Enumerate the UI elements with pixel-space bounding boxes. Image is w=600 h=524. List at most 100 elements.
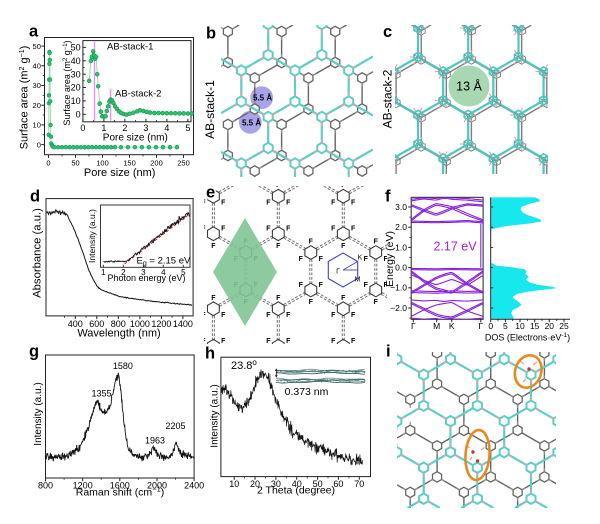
svg-text:Γ: Γ [336, 269, 340, 276]
svg-text:3.0: 3.0 [395, 202, 407, 212]
svg-text:25: 25 [559, 321, 569, 331]
svg-text:15: 15 [530, 321, 540, 331]
svg-text:30: 30 [71, 69, 81, 79]
svg-text:F: F [319, 282, 324, 289]
svg-text:150: 150 [123, 159, 136, 168]
svg-text:F: F [299, 181, 304, 188]
svg-text:50: 50 [313, 479, 323, 489]
svg-text:F: F [351, 226, 356, 233]
svg-text:1400: 1400 [173, 319, 193, 329]
svg-text:5.5 Å: 5.5 Å [242, 118, 261, 127]
svg-text:F: F [351, 338, 356, 345]
svg-text:F: F [384, 181, 389, 188]
svg-text:0: 0 [80, 123, 85, 133]
svg-text:1200: 1200 [73, 480, 93, 490]
svg-text:2: 2 [122, 123, 127, 133]
svg-text:AB-stack-2: AB-stack-2 [381, 69, 395, 128]
svg-text:F: F [266, 338, 271, 345]
svg-text:0: 0 [37, 140, 41, 149]
svg-text:F: F [201, 338, 206, 345]
svg-text:F: F [221, 312, 226, 319]
svg-text:F: F [309, 299, 314, 306]
svg-text:F: F [266, 200, 271, 207]
svg-text:2400: 2400 [184, 480, 204, 490]
svg-text:10: 10 [515, 321, 525, 331]
svg-text:2.0: 2.0 [395, 222, 407, 232]
svg-text:10: 10 [229, 479, 239, 489]
svg-text:400: 400 [68, 319, 83, 329]
svg-text:F: F [309, 239, 314, 246]
svg-text:F: F [286, 200, 291, 207]
svg-text:Γ: Γ [478, 321, 483, 331]
svg-text:F: F [364, 256, 369, 263]
svg-text:70: 70 [354, 479, 364, 489]
svg-text:F: F [331, 312, 336, 319]
svg-text:F: F [276, 295, 281, 302]
svg-text:a: a [29, 23, 39, 41]
svg-text:50: 50 [71, 43, 81, 53]
svg-text:Surface area (m2 g−1): Surface area (m2 g−1) [19, 46, 31, 150]
svg-text:F: F [364, 181, 369, 188]
svg-text:30: 30 [33, 81, 41, 90]
svg-text:Absorbance (a.u.): Absorbance (a.u.) [32, 208, 44, 298]
svg-text:3: 3 [141, 268, 146, 277]
svg-text:Γ: Γ [411, 321, 416, 331]
svg-text:F: F [374, 299, 379, 306]
svg-text:F: F [276, 243, 281, 250]
svg-text:10: 10 [71, 96, 81, 106]
svg-text:M: M [355, 277, 361, 284]
svg-text:F: F [384, 256, 389, 263]
svg-text:F: F [286, 338, 291, 345]
svg-text:20: 20 [545, 321, 555, 331]
svg-text:Eg = 2.15 eV: Eg = 2.15 eV [137, 256, 191, 268]
svg-text:F: F [299, 282, 304, 289]
svg-text:F: F [201, 312, 206, 319]
svg-text:4: 4 [161, 268, 166, 277]
svg-text:1580: 1580 [113, 361, 133, 371]
svg-text:1: 1 [101, 268, 106, 277]
svg-text:800: 800 [111, 319, 126, 329]
svg-text:F: F [276, 182, 281, 189]
svg-text:d: d [30, 188, 40, 206]
svg-text:f: f [385, 188, 391, 206]
svg-text:2 Theta (degree): 2 Theta (degree) [257, 485, 335, 497]
svg-text:F: F [221, 226, 226, 233]
svg-text:250: 250 [177, 159, 190, 168]
svg-text:5: 5 [503, 321, 508, 331]
svg-text:F: F [341, 182, 346, 189]
svg-text:F: F [211, 295, 216, 302]
svg-text:K: K [358, 255, 363, 262]
svg-text:2205: 2205 [165, 421, 185, 431]
svg-text:F: F [331, 200, 336, 207]
svg-text:F: F [319, 256, 324, 263]
svg-text:0: 0 [76, 109, 81, 119]
svg-text:F: F [211, 243, 216, 250]
svg-text:Intensity (a.u.): Intensity (a.u.) [210, 384, 221, 447]
svg-text:Wavelength (nm): Wavelength (nm) [77, 327, 160, 339]
svg-text:1600: 1600 [110, 480, 130, 490]
svg-text:F: F [331, 338, 336, 345]
svg-text:M: M [433, 321, 440, 331]
svg-text:Pore size (nm): Pore size (nm) [103, 133, 168, 144]
svg-text:b: b [206, 25, 216, 43]
svg-text:200: 200 [150, 159, 163, 168]
svg-text:F: F [221, 338, 226, 345]
svg-text:h: h [205, 345, 215, 363]
svg-text:F: F [331, 226, 336, 233]
svg-text:2000: 2000 [147, 480, 167, 490]
svg-text:Surface area (m2 g−1): Surface area (m2 g−1) [62, 40, 72, 125]
svg-text:13 Å: 13 Å [456, 79, 482, 94]
svg-text:F: F [221, 200, 226, 207]
svg-text:F: F [234, 181, 239, 188]
svg-text:i: i [386, 343, 391, 361]
svg-text:Raman shift (cm−1): Raman shift (cm−1) [76, 485, 165, 499]
svg-text:F: F [351, 312, 356, 319]
svg-text:Intensity (a.u.): Intensity (a.u.) [87, 209, 97, 263]
svg-text:800: 800 [38, 480, 53, 490]
svg-text:23.8o: 23.8o [231, 358, 257, 372]
svg-text:F: F [286, 312, 291, 319]
svg-text:F: F [341, 243, 346, 250]
svg-text:F: F [286, 226, 291, 233]
svg-text:F: F [351, 200, 356, 207]
svg-text:F: F [254, 181, 259, 188]
